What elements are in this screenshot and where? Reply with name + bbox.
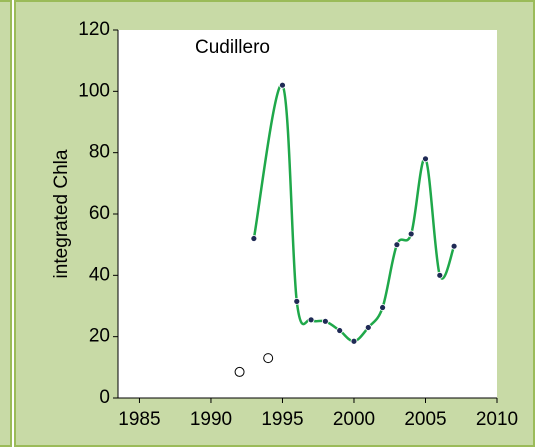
y-axis-label: integrated Chla [51, 149, 72, 278]
plot-area [118, 30, 497, 398]
data-point [450, 242, 458, 250]
data-point [307, 316, 315, 324]
data-point [393, 241, 401, 249]
data-point [250, 235, 258, 242]
data-point [336, 327, 344, 334]
x-tick-label: 2000 [333, 409, 375, 430]
y-tick-label: 20 [89, 326, 110, 347]
data-point [350, 337, 358, 345]
x-tick-label: 2010 [476, 409, 518, 430]
y-tick-label: 120 [78, 19, 110, 40]
annotation: Cudillero [195, 37, 270, 58]
x-tick-label: 1995 [261, 409, 303, 430]
open-point [234, 366, 245, 377]
data-point [364, 324, 372, 331]
data-point [321, 317, 329, 325]
y-tick-label: 40 [89, 264, 110, 285]
data-point [279, 81, 286, 89]
y-tick-label: 0 [99, 387, 110, 408]
x-tick-label: 2005 [404, 409, 446, 430]
y-tick-label: 100 [78, 80, 110, 101]
open-point [263, 353, 274, 364]
data-point [436, 271, 444, 279]
neighbor-panel [0, 0, 12, 447]
y-tick-label: 80 [89, 142, 110, 163]
data-point [379, 304, 386, 311]
data-point [407, 230, 415, 238]
data-point [293, 297, 301, 305]
y-tick-label: 60 [89, 203, 110, 224]
x-tick-label: 1990 [190, 409, 232, 430]
data-point [422, 155, 429, 163]
x-tick-label: 1985 [118, 409, 160, 430]
